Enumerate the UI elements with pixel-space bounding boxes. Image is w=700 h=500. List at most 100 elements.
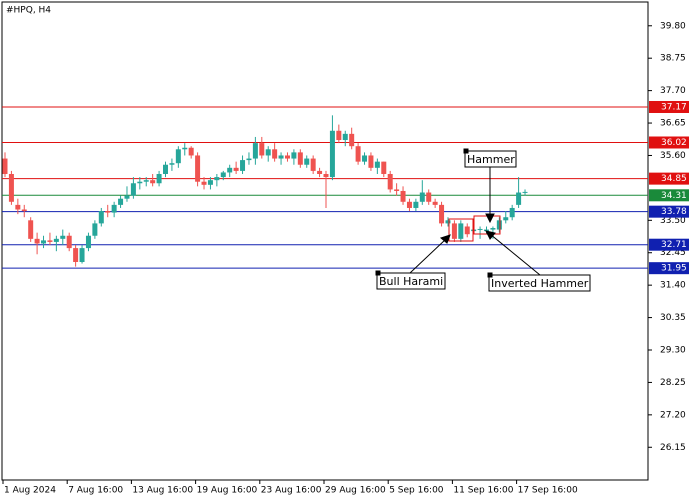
annotation: Inverted Hammer <box>491 277 589 290</box>
arrows <box>375 148 541 278</box>
level-label: 37.17 <box>661 102 687 112</box>
candle-body <box>304 158 310 165</box>
candle-body <box>150 180 156 184</box>
level-label: 36.02 <box>661 138 687 148</box>
candle-body <box>394 189 400 191</box>
candle-body <box>143 180 149 182</box>
level-label: 33.78 <box>661 207 687 217</box>
candle-body <box>227 167 233 173</box>
chart-title: #HPQ, H4 <box>6 6 51 16</box>
candle-body <box>73 248 79 262</box>
x-tick-label: 19 Aug 16:00 <box>197 486 258 496</box>
level-tag <box>649 262 689 275</box>
candle-body <box>118 198 124 205</box>
candle-body <box>374 161 380 168</box>
candle-body <box>284 155 290 159</box>
candle-body <box>201 181 207 185</box>
candle-body <box>92 223 98 236</box>
level-tag <box>649 205 689 218</box>
candle-body <box>297 152 303 165</box>
candle-body <box>291 152 297 159</box>
candle-body <box>381 161 387 174</box>
candle-body <box>240 160 246 171</box>
candle-body <box>464 226 470 235</box>
candle-body <box>368 155 374 168</box>
y-tick-label: 33.50 <box>660 216 686 226</box>
candle-body <box>163 164 168 174</box>
annotation: Hammer <box>467 153 515 166</box>
candle-body <box>503 217 509 221</box>
candle-body <box>105 211 111 213</box>
candle-body <box>220 172 226 178</box>
x-tick-label: 1 Aug 2024 <box>4 486 56 496</box>
candle-body <box>124 195 130 199</box>
y-tick-label: 32.45 <box>660 248 686 258</box>
candle-body <box>272 149 278 159</box>
level-tag <box>649 172 689 185</box>
candle-body <box>137 181 143 184</box>
candle-body <box>362 155 368 162</box>
candle-body <box>387 173 393 190</box>
level-label: 34.85 <box>661 174 687 184</box>
candle-body <box>47 240 53 242</box>
level-label: 31.95 <box>661 264 687 274</box>
candle-body <box>60 235 66 239</box>
candle-body <box>8 173 14 202</box>
candle-body <box>342 133 348 141</box>
candle-body <box>182 147 188 150</box>
candle-body <box>130 183 136 196</box>
y-tick-label: 28.25 <box>660 378 686 388</box>
x-tick-label: 7 Aug 16:00 <box>68 486 123 496</box>
x-tick-label: 29 Aug 16:00 <box>325 486 386 496</box>
level-tag <box>649 238 689 251</box>
candle-body <box>66 235 72 249</box>
level-tag <box>649 136 689 149</box>
candle-body <box>484 229 489 232</box>
candle-body <box>169 163 175 165</box>
candle-body <box>28 220 34 239</box>
candle-body <box>458 223 464 239</box>
candle-body <box>111 204 117 213</box>
x-tick-label: 23 Aug 16:00 <box>261 486 322 496</box>
candle-body <box>451 223 457 239</box>
candle-body <box>439 204 445 224</box>
level-label: 32.71 <box>661 240 687 250</box>
level-tag <box>649 100 689 113</box>
candle-body <box>323 173 329 178</box>
candle-body <box>233 167 239 171</box>
annotation: Bull Harami <box>379 275 443 288</box>
x-tick-label: 17 Sep 16:00 <box>518 486 578 496</box>
candle-body <box>413 201 419 208</box>
candle-body <box>34 238 40 244</box>
candle-body <box>490 228 496 230</box>
candle-body <box>317 170 323 174</box>
candle-body <box>259 143 265 156</box>
candle-body <box>2 158 8 174</box>
candle-body <box>278 155 284 159</box>
y-tick-label: 27.20 <box>660 410 686 420</box>
candle-body <box>419 192 425 202</box>
candle-body <box>432 201 438 205</box>
candle-body <box>477 228 483 230</box>
candle-body <box>265 149 271 156</box>
level-label: 34.31 <box>661 191 687 201</box>
candle-body <box>15 204 21 210</box>
annotation-box <box>376 272 446 290</box>
x-tick-label: 5 Sep 16:00 <box>389 486 444 496</box>
candle-body <box>336 130 342 141</box>
y-tick-label: 30.35 <box>660 313 686 323</box>
candle-body <box>310 158 316 171</box>
candle-body <box>355 146 361 162</box>
candle-body <box>246 158 252 161</box>
candle-body <box>156 173 162 184</box>
candle-body <box>41 240 47 244</box>
candle-body <box>522 191 528 193</box>
candle-body <box>252 143 258 159</box>
y-tick-label: 38.75 <box>660 54 686 64</box>
candle-body <box>400 190 406 202</box>
x-tick-label: 13 Aug 16:00 <box>132 486 193 496</box>
y-tick-label: 29.30 <box>660 346 686 356</box>
pattern-box <box>448 218 474 242</box>
candle-body <box>175 149 181 164</box>
